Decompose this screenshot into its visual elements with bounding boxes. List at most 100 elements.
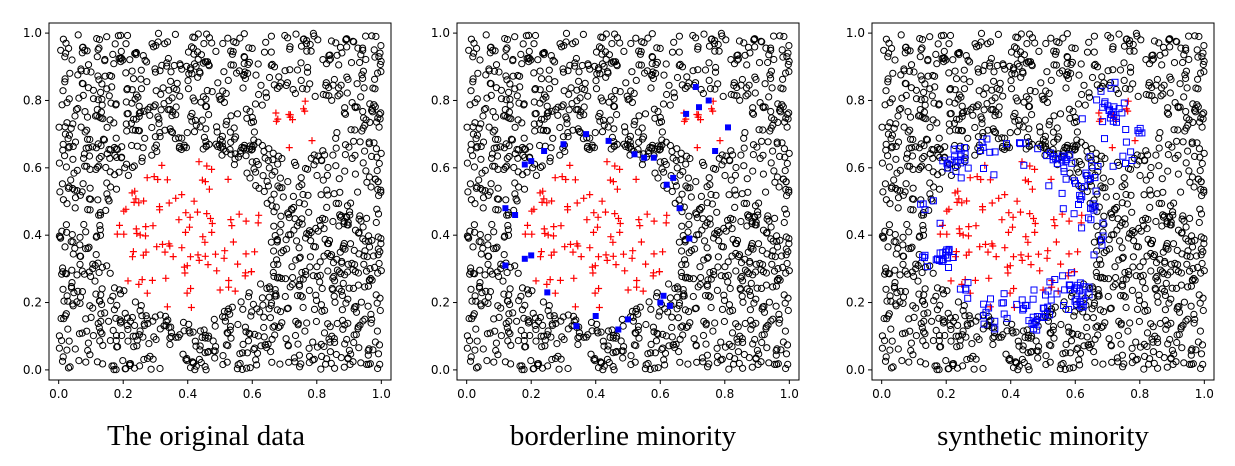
y-tick-label: 1.0 [846,26,865,40]
majority-point [80,154,88,162]
majority-point [538,162,546,170]
majority-point [559,133,568,141]
majority-point [246,330,254,338]
majority-point [715,47,723,55]
synthetic-point [1099,232,1107,240]
minority-point [540,225,548,233]
y-tick-label: 0.0 [23,363,42,377]
majority-point [769,147,777,155]
synthetic-point [1085,214,1092,222]
majority-point [264,340,272,348]
majority-point [963,107,971,115]
majority-point [585,145,594,154]
majority-point [1182,44,1190,52]
majority-point [309,29,317,38]
majority-point [780,145,789,153]
majority-point [191,366,199,374]
majority-point [139,333,147,341]
majority-point [932,292,940,300]
majority-point [1015,342,1023,350]
majority-point [1162,242,1171,250]
majority-point [191,116,200,125]
majority-point [268,335,276,343]
majority-point [84,244,92,253]
majority-point [1196,299,1204,307]
majority-point [747,242,756,250]
majority-point [703,199,711,207]
majority-point [341,104,349,112]
minority-point [537,248,545,256]
majority-point [765,51,773,59]
majority-point [954,321,962,329]
x-tick-label: 0.0 [457,387,476,401]
majority-point [609,362,617,371]
minority-point [201,252,209,260]
majority-point [224,342,232,350]
majority-point [243,364,251,372]
majority-point [260,48,269,56]
synthetic-point [955,145,963,153]
majority-point [684,322,692,330]
majority-point [318,284,326,293]
majority-point [485,123,493,131]
minority-point [571,176,579,184]
borderline-point [641,154,648,161]
majority-point [1174,126,1182,134]
majority-point [95,324,103,332]
majority-point [488,220,496,229]
majority-point [782,69,790,77]
axes-layer: 0.0 0.2 0.4 0.6 0.8 1.00.00.20.40.60.81.0 [431,26,799,401]
majority-point [1107,210,1116,218]
minority-point [142,248,150,256]
majority-point [155,115,163,123]
majority-point [1135,157,1143,165]
majority-point [288,280,296,289]
majority-point [712,165,720,173]
majority-point [1052,61,1061,69]
majority-point [161,312,170,320]
majority-point [103,179,111,187]
majority-point [473,95,481,103]
majority-point [1062,340,1070,348]
synthetic-point [998,299,1006,307]
majority-point [725,156,734,164]
majority-point [1199,60,1207,69]
majority-point [246,107,254,116]
majority-point [103,33,111,41]
synthetic-point [923,263,931,271]
majority-point [1154,338,1162,346]
majority-point [293,66,302,74]
majority-point [136,307,144,315]
majority-point [754,208,762,216]
majority-point [604,346,612,354]
majority-point [608,326,616,334]
majority-point [609,349,617,357]
majority-point [295,199,303,207]
synthetic-point [980,320,988,328]
majority-point [518,119,526,127]
majority-point [1022,59,1030,67]
majority-point [180,327,188,335]
majority-point [326,338,334,346]
majority-point [674,314,683,322]
majority-point [176,92,184,100]
majority-point [304,191,312,199]
majority-point [1158,268,1166,276]
majority-point [1063,53,1071,61]
majority-point [962,52,970,60]
majority-point [922,341,930,349]
majority-point [934,151,942,159]
majority-point [676,60,684,69]
majority-point [1141,284,1149,293]
majority-point [107,99,115,107]
minority-point [595,304,603,311]
majority-point [772,351,780,359]
majority-point [530,365,538,373]
majority-point [491,113,500,121]
majority-point [962,333,970,341]
majority-point [1166,335,1174,344]
majority-point [781,118,789,126]
majority-point [1011,358,1020,366]
majority-point [161,40,169,48]
majority-point [1154,364,1162,372]
